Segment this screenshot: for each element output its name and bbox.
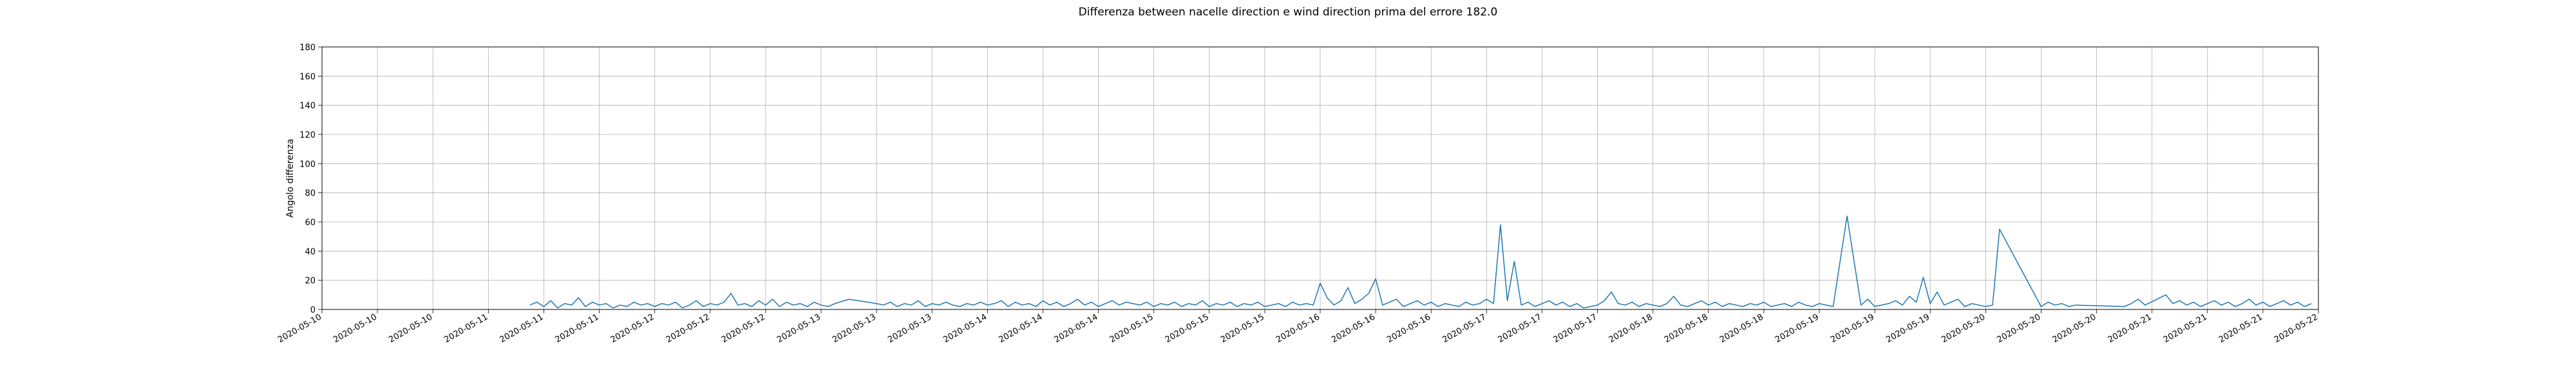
x-tick-label: 2020-05-22 [2273, 312, 2320, 345]
x-tick-label: 2020-05-17 [1552, 312, 1599, 345]
y-axis: 0 20 40 60 80 100 120 140 160 180 [299, 43, 322, 315]
x-tick-label: 2020-05-20 [1940, 312, 1987, 345]
x-tick-label: 2020-05-10 [276, 312, 323, 345]
x-tick-label: 2020-05-13 [886, 312, 933, 345]
x-tick-label: 2020-05-11 [442, 312, 489, 345]
y-axis-label: Angolo differenza [285, 139, 296, 218]
series-layer [529, 216, 2312, 309]
x-tick-label: 2020-05-10 [387, 312, 434, 345]
y-tick-label: 160 [299, 72, 316, 82]
series-line [529, 216, 2312, 309]
x-tick-label: 2020-05-15 [1219, 312, 1266, 345]
x-tick-label: 2020-05-16 [1385, 312, 1432, 345]
x-tick-label: 2020-05-18 [1607, 312, 1654, 345]
x-tick-label: 2020-05-12 [609, 312, 656, 345]
x-tick-label: 2020-05-18 [1663, 312, 1710, 345]
x-tick-label: 2020-05-20 [1996, 312, 2043, 345]
chart-title: Differenza between nacelle direction e w… [1079, 6, 1498, 19]
x-tick-label: 2020-05-11 [554, 312, 601, 345]
x-tick-label: 2020-05-21 [2107, 312, 2154, 345]
x-tick-label: 2020-05-12 [720, 312, 767, 345]
y-tick-label: 100 [299, 160, 316, 169]
grid-layer [321, 46, 2319, 310]
x-tick-label: 2020-05-14 [998, 312, 1045, 345]
y-tick-label: 180 [299, 43, 316, 53]
x-tick-label: 2020-05-17 [1497, 312, 1544, 345]
x-tick-label: 2020-05-20 [2051, 312, 2098, 345]
x-tick-label: 2020-05-16 [1274, 312, 1321, 345]
x-tick-label: 2020-05-14 [942, 312, 989, 345]
x-tick-label: 2020-05-19 [1774, 312, 1821, 345]
x-tick-label: 2020-05-11 [498, 312, 545, 345]
x-tick-label: 2020-05-16 [1330, 312, 1377, 345]
x-tick-label: 2020-05-21 [2217, 312, 2264, 345]
x-tick-label: 2020-05-15 [1164, 312, 1211, 345]
y-tick-label: 140 [299, 102, 316, 111]
y-tick-label: 60 [305, 218, 316, 228]
x-tick-label: 2020-05-18 [1718, 312, 1765, 345]
x-tick-label: 2020-05-12 [665, 312, 712, 345]
x-tick-label: 2020-05-19 [1884, 312, 1931, 345]
y-tick-label: 80 [305, 189, 316, 199]
y-tick-label: 20 [305, 277, 316, 286]
y-tick-label: 0 [310, 306, 316, 315]
y-tick-label: 120 [299, 131, 316, 140]
x-tick-label: 2020-05-17 [1441, 312, 1488, 345]
x-axis: 2020-05-10 2020-05-10 2020-05-10 2020-05-11… [276, 309, 2320, 345]
x-tick-label: 2020-05-14 [1053, 312, 1100, 345]
x-tick-label: 2020-05-15 [1108, 312, 1155, 345]
x-tick-label: 2020-05-19 [1829, 312, 1876, 345]
x-tick-label: 2020-05-13 [775, 312, 822, 345]
x-tick-label: 2020-05-13 [831, 312, 878, 345]
y-tick-label: 40 [305, 247, 316, 257]
x-tick-label: 2020-05-21 [2162, 312, 2209, 345]
x-tick-label: 2020-05-10 [332, 312, 379, 345]
